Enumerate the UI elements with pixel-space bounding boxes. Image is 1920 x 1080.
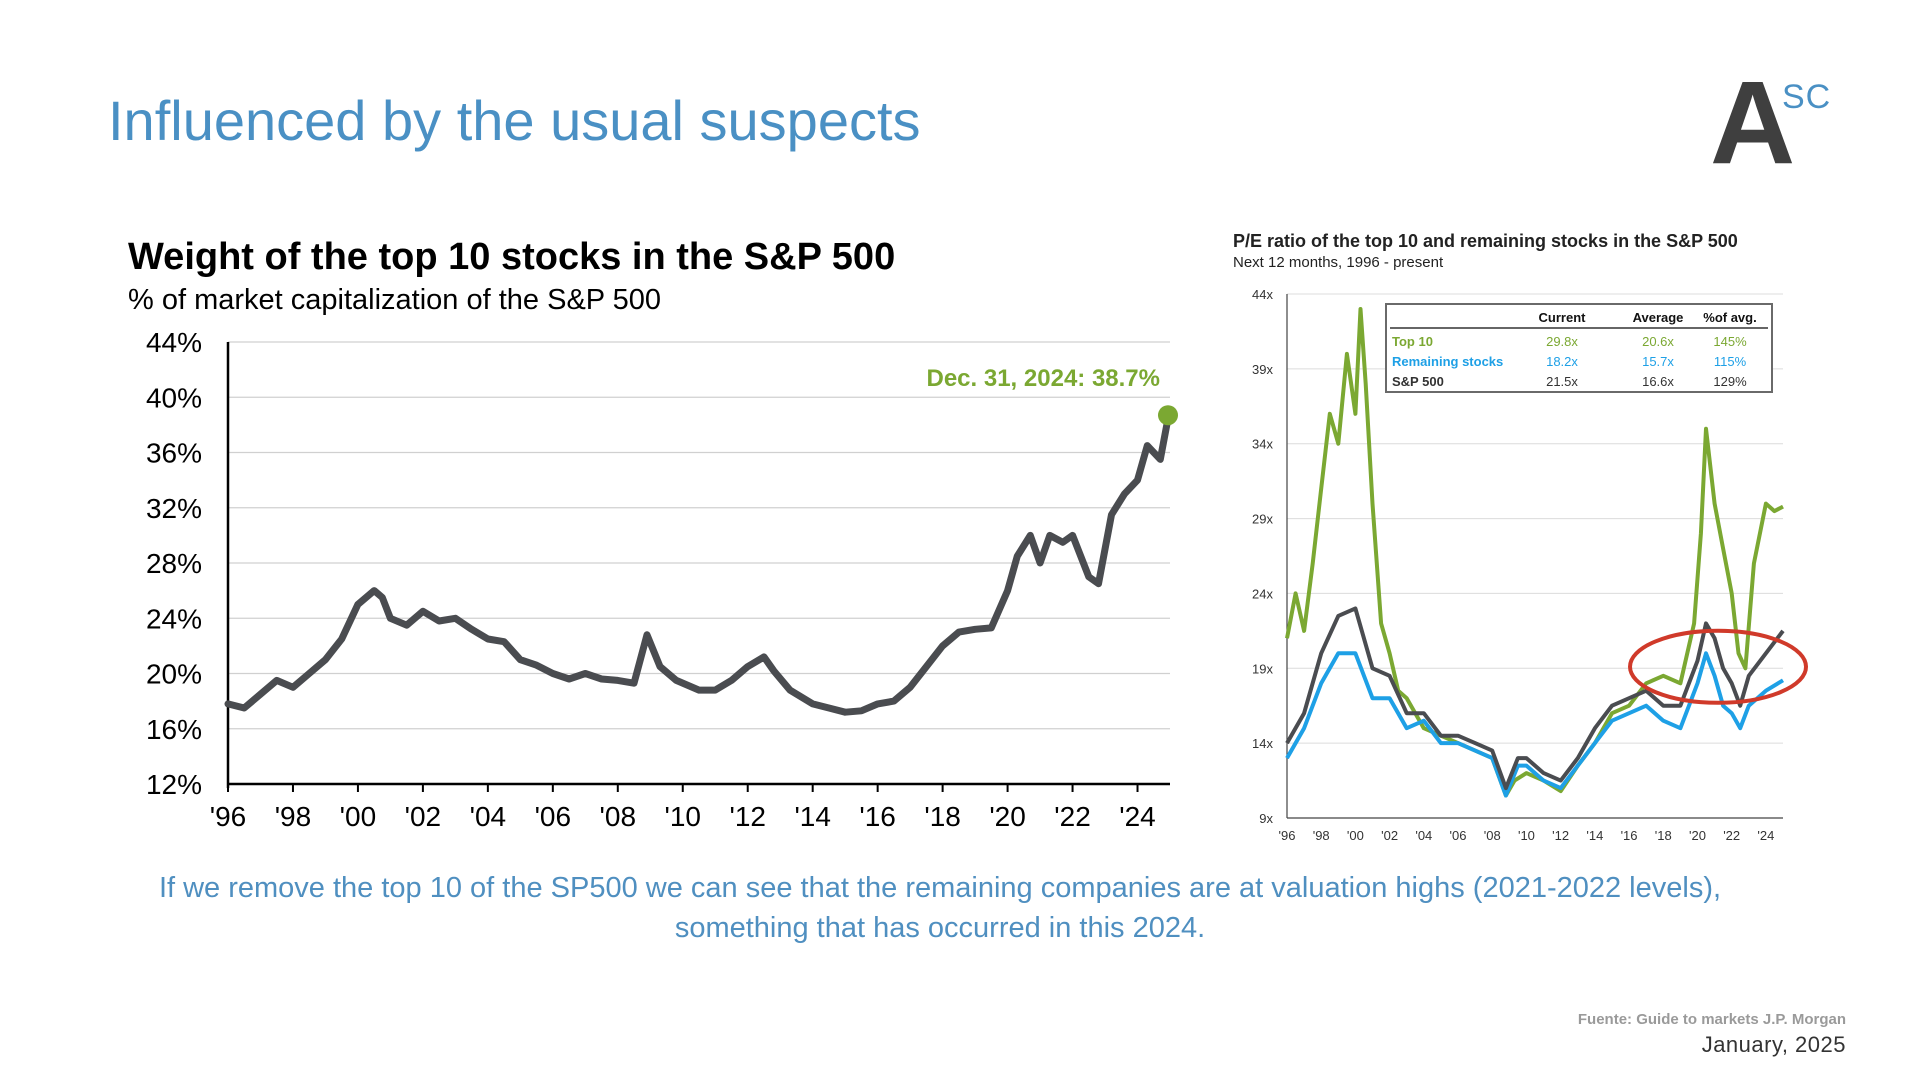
y-tick-label: 16% (146, 714, 202, 745)
table-cell-current: 29.8x (1546, 334, 1578, 349)
table-row-label: S&P 500 (1392, 374, 1444, 389)
weight-chart-subtitle: % of market capitalization of the S&P 50… (128, 284, 662, 316)
x-tick-label: '10 (665, 801, 702, 832)
pe-series-line-remaining-stocks (1285, 651, 1785, 798)
x-tick-label: '20 (1689, 828, 1706, 843)
table-row-label: Remaining stocks (1392, 354, 1503, 369)
y-tick-label: 28% (146, 548, 202, 579)
x-tick-label: '16 (859, 801, 896, 832)
x-tick-label: '10 (1518, 828, 1535, 843)
y-tick-label: 12% (146, 769, 202, 800)
table-header: Current (1539, 310, 1587, 325)
table-cell-pct: 129% (1713, 374, 1747, 389)
x-tick-label: '24 (1757, 828, 1774, 843)
y-tick-label: 39x (1252, 362, 1273, 377)
asc-logo: A SC (1710, 64, 1832, 182)
weight-series-line (224, 411, 1174, 716)
table-cell-average: 16.6x (1642, 374, 1674, 389)
pe-series-line-top-10 (1285, 307, 1784, 798)
y-tick-label: 19x (1252, 661, 1273, 676)
table-cell-average: 15.7x (1642, 354, 1674, 369)
x-tick-label: '20 (989, 801, 1026, 832)
x-tick-label: '18 (924, 801, 961, 832)
y-tick-label: 14x (1252, 736, 1273, 751)
pe-chart-subtitle: Next 12 months, 1996 - present (1233, 254, 1444, 271)
table-cell-current: 18.2x (1546, 354, 1578, 369)
x-tick-label: '04 (1415, 828, 1432, 843)
x-tick-label: '22 (1723, 828, 1740, 843)
y-tick-label: 44x (1252, 287, 1273, 302)
x-tick-label: '08 (1484, 828, 1501, 843)
x-tick-label: '14 (794, 801, 831, 832)
x-tick-label: '96 (1279, 828, 1296, 843)
table-cell-average: 20.6x (1642, 334, 1674, 349)
x-tick-label: '98 (275, 801, 312, 832)
table-header: Average (1633, 310, 1684, 325)
x-tick-label: '12 (1552, 828, 1569, 843)
y-tick-label: 9x (1259, 811, 1273, 826)
x-tick-label: '06 (1450, 828, 1467, 843)
table-cell-pct: 115% (1714, 354, 1747, 369)
table-row-label: Top 10 (1392, 334, 1433, 349)
x-tick-label: '00 (340, 801, 377, 832)
y-tick-label: 34x (1252, 437, 1273, 452)
y-tick-label: 24x (1252, 586, 1273, 601)
table-cell-current: 21.5x (1546, 374, 1578, 389)
pe-chart: 44x 39x 34x 29x 24x 19x 14x 9x '96 '98 '00 '02 '04 '0… (1252, 287, 1809, 843)
table-cell-pct: 145% (1713, 334, 1747, 349)
x-tick-label: '06 (535, 801, 572, 832)
y-tick-label: 40% (146, 382, 202, 413)
x-tick-label: '08 (600, 801, 637, 832)
slide-caption: If we remove the top 10 of the SP500 we … (158, 872, 1722, 944)
x-tick-label: '00 (1347, 828, 1364, 843)
latest-value-marker (1158, 405, 1178, 426)
x-tick-label: '98 (1313, 828, 1330, 843)
x-tick-label: '18 (1655, 828, 1672, 843)
logo-superscript: SC (1782, 78, 1832, 116)
highlight-ellipse (1628, 628, 1809, 705)
table-header: %of avg. (1703, 310, 1756, 325)
x-tick-label: '22 (1054, 801, 1091, 832)
slide-title: Influenced by the usual suspects (108, 89, 921, 152)
x-tick-label: '16 (1621, 828, 1638, 843)
x-tick-label: '12 (729, 801, 766, 832)
y-tick-label: 32% (146, 493, 202, 524)
weight-chart: 44% 40% 36% 32% 28% 24% 20% 16% 12% '96 '98 '00 '02 '… (146, 327, 1178, 832)
y-tick-label: 20% (146, 659, 202, 690)
source-note: Fuente: Guide to markets J.P. Morgan (1577, 1011, 1846, 1028)
pe-series-line-s-p-500 (1285, 606, 1785, 791)
pe-chart-title: P/E ratio of the top 10 and remaining st… (1233, 231, 1738, 251)
y-tick-label: 36% (146, 438, 202, 469)
slide-date: January, 2025 (1701, 1032, 1846, 1057)
x-tick-label: '04 (470, 801, 507, 832)
x-tick-label: '14 (1586, 828, 1603, 843)
x-tick-label: '02 (405, 801, 442, 832)
latest-value-annotation: Dec. 31, 2024: 38.7% (927, 365, 1161, 392)
x-tick-label: '96 (210, 801, 247, 832)
y-tick-label: 24% (146, 603, 202, 634)
x-tick-label: '02 (1381, 828, 1398, 843)
logo-letter: A (1710, 57, 1796, 189)
y-tick-label: 29x (1252, 512, 1273, 527)
x-tick-label: '24 (1119, 801, 1156, 832)
weight-chart-title: Weight of the top 10 stocks in the S&P 5… (128, 236, 896, 278)
y-tick-label: 44% (146, 327, 202, 358)
summary-table (1385, 303, 1773, 393)
